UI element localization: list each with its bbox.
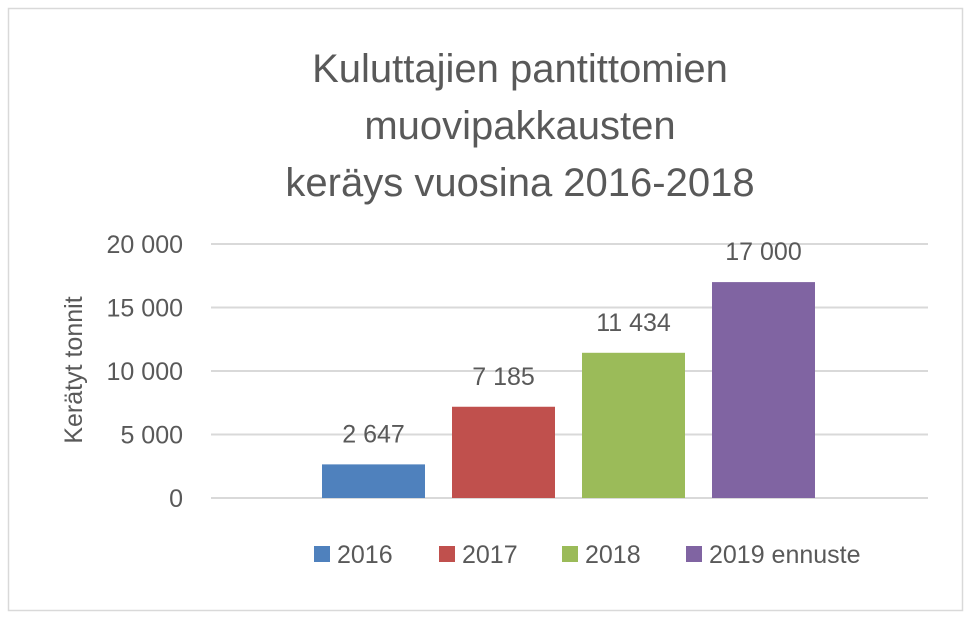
legend-label: 2019 ennuste bbox=[709, 541, 861, 569]
bar-2018 bbox=[582, 352, 685, 498]
legend-swatch bbox=[562, 546, 578, 562]
bar-2017 bbox=[452, 406, 555, 498]
legend-label: 2017 bbox=[462, 541, 518, 569]
data-label: 17 000 bbox=[725, 238, 801, 266]
data-label: 2 647 bbox=[342, 420, 405, 448]
chart-title-line: Kuluttajien pantittomien bbox=[312, 47, 728, 91]
y-tick-label: 5 000 bbox=[120, 422, 183, 450]
bar-2019-ennuste bbox=[712, 282, 815, 498]
y-tick-label: 20 000 bbox=[107, 231, 183, 259]
legend-swatch bbox=[439, 546, 455, 562]
y-axis-label: Kerätyt tonnit bbox=[60, 296, 88, 443]
legend-label: 2016 bbox=[337, 541, 393, 569]
y-tick-label: 0 bbox=[169, 485, 183, 513]
legend-swatch bbox=[314, 546, 330, 562]
chart-title-line: muovipakkausten bbox=[364, 104, 675, 148]
legend-label: 2018 bbox=[585, 541, 641, 569]
data-label: 7 185 bbox=[472, 363, 535, 391]
chart-title-line: keräys vuosina 2016-2018 bbox=[285, 161, 754, 205]
chart-title: Kuluttajien pantittomien muovipakkausten… bbox=[285, 47, 754, 205]
legend-swatch bbox=[686, 546, 702, 562]
y-tick-label: 15 000 bbox=[107, 295, 183, 323]
bar-2016 bbox=[322, 464, 425, 498]
y-tick-label: 10 000 bbox=[107, 358, 183, 386]
data-label: 11 434 bbox=[596, 309, 671, 337]
